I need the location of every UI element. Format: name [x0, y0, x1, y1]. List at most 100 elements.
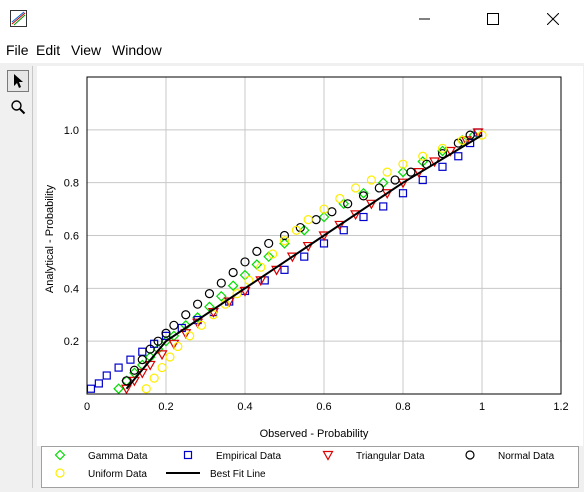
normal-data-point: [216, 278, 226, 288]
normal-data-point: [169, 320, 179, 330]
triangular-data-point: [168, 339, 180, 350]
pointer-tool[interactable]: [7, 70, 29, 92]
uniform-data-point: [196, 320, 207, 330]
uniform-data-point: [418, 151, 428, 161]
gamma-data-point: [298, 224, 310, 236]
legend-item-empirical-data: Empirical Data: [183, 450, 281, 462]
x-tick-label: 1.2: [553, 401, 568, 413]
triangular-data-point: [444, 146, 456, 157]
uniform-data-point: [382, 167, 392, 177]
legend-swatch: [55, 468, 65, 478]
empirical-data-point: [300, 252, 309, 261]
chart-panel: 0 0.2 0.4 0.6 0.8 1 1.2 0.2 0.4 0.6 0.8 1.0 Observe…: [37, 66, 583, 446]
legend-item-best-fit-line: Best Fit Line: [166, 469, 266, 480]
uniform-data-point: [477, 130, 487, 140]
minimize-icon: [419, 18, 430, 20]
normal-data-point: [181, 310, 191, 320]
gamma-data-point: [397, 166, 409, 178]
triangular-data-point: [180, 329, 192, 339]
menu-window[interactable]: Window: [112, 42, 162, 58]
best-fit-line-line: [125, 134, 483, 390]
menu-view[interactable]: View: [71, 42, 102, 58]
gamma-data-point: [227, 280, 239, 292]
x-tick-label: 0.6: [316, 401, 331, 413]
menu-file[interactable]: File: [6, 42, 29, 58]
uniform-data-point: [185, 331, 195, 341]
normal-data-point: [121, 376, 132, 386]
normal-data-point: [228, 267, 238, 278]
normal-data-point: [145, 344, 155, 354]
normal-data-point: [390, 175, 400, 185]
normal-data-point: [240, 257, 250, 267]
triangular-data-point: [472, 128, 484, 139]
y-tick-label: 0.8: [64, 178, 79, 190]
uniform-data-point: [165, 352, 175, 362]
y-tick-label: 1.0: [64, 125, 79, 137]
magnify-icon: [11, 100, 26, 115]
normal-data-point: [279, 230, 290, 241]
normal-data-point: [437, 149, 448, 159]
legend-label: Empirical Data: [216, 451, 281, 462]
tool-palette: [4, 66, 33, 488]
uniform-data-point: [366, 175, 376, 185]
minimize-button[interactable]: [402, 0, 448, 38]
y-tick-label: 0.4: [64, 283, 79, 295]
normal-data-point: [374, 183, 384, 193]
zoom-tool[interactable]: [7, 96, 29, 118]
legend-label: Normal Data: [498, 451, 555, 462]
empirical-data-point: [379, 202, 388, 211]
uniform-data-point: [398, 159, 408, 169]
empirical-data-point: [86, 384, 96, 393]
uniform-data-point: [457, 135, 467, 146]
uniform-data-point: [232, 289, 242, 299]
normal-data-point: [129, 365, 140, 375]
triangular-data-point: [156, 350, 168, 361]
empirical-data-point: [339, 226, 348, 235]
x-tick-label: 1: [479, 401, 485, 413]
normal-data-point: [343, 199, 353, 209]
close-button[interactable]: [530, 0, 576, 38]
y-tick-label: 0.6: [64, 231, 79, 243]
uniform-data-point: [141, 384, 151, 394]
chart-legend: Gamma Data Empirical Data Triangular Data N…: [41, 446, 579, 488]
uniform-data-point: [256, 262, 266, 272]
normal-data-point: [137, 355, 147, 365]
close-icon: [547, 13, 559, 25]
normal-data-point: [193, 299, 203, 309]
empirical-data-point: [438, 162, 447, 171]
uniform-data-point: [173, 341, 183, 352]
uniform-data-point: [319, 204, 329, 214]
normal-data-point: [153, 336, 163, 346]
legend-item-normal-data: Normal Data: [465, 450, 555, 462]
plot-frame: [86, 76, 562, 395]
legend-label: Uniform Data: [88, 469, 147, 480]
normal-data-point: [204, 289, 215, 299]
normal-data-point: [161, 328, 171, 338]
gamma-data-point: [437, 145, 448, 157]
legend-item-gamma-data: Gamma Data: [54, 449, 148, 462]
triangular-data-series: [120, 128, 484, 395]
x-tick-label: 0.4: [237, 401, 252, 413]
empirical-data-point: [102, 371, 111, 380]
uniform-data-point: [351, 183, 361, 193]
legend-swatch: [183, 450, 193, 460]
maximize-icon: [487, 13, 499, 25]
legend-item-uniform-data: Uniform Data: [55, 468, 147, 480]
empirical-data-point: [398, 189, 408, 198]
menu-edit[interactable]: Edit: [36, 42, 61, 58]
y-tick-label: 0.2: [64, 336, 79, 348]
empirical-data-point: [418, 175, 427, 185]
empirical-data-point: [454, 152, 463, 161]
pointer-icon: [14, 74, 23, 88]
normal-data-point: [327, 207, 337, 217]
maximize-button[interactable]: [470, 0, 516, 38]
chart-app-icon: [10, 10, 27, 27]
uniform-data-point: [437, 143, 448, 153]
gamma-data-point: [358, 187, 369, 199]
normal-data-point: [264, 238, 274, 249]
gamma-data-point: [318, 211, 330, 223]
legend-item-triangular-data: Triangular Data: [322, 450, 425, 462]
uniform-data-point: [335, 193, 345, 204]
uniform-data-point: [268, 249, 278, 259]
legend-swatch: [322, 450, 334, 461]
